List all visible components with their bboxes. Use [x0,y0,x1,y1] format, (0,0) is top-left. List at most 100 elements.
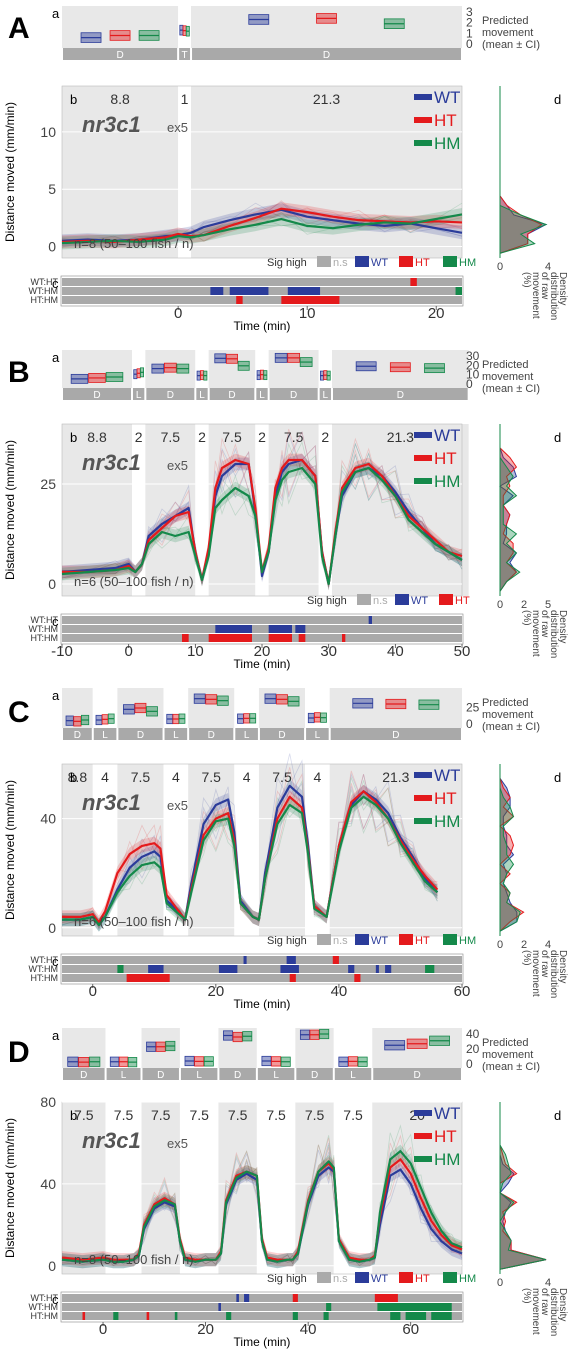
legend-swatch-wt [414,772,432,778]
sig-segment-hm [113,1312,119,1320]
period-label: L [199,390,205,401]
significance-legend: Sig high n.s WT HT [307,594,470,607]
sig-segment-wt [375,965,379,973]
period-background [195,350,209,388]
plot-frame [61,423,463,597]
period-background [92,764,118,936]
legend-label-wt: WT [434,766,460,785]
x-tick-label: 0 [124,643,132,660]
x-tick-label: 10 [299,305,316,322]
comparison-label: HT:HM [31,973,59,983]
density-axis-label: Density [557,950,568,983]
distance-moved-plot: 7.57.57.57.57.57.57.57.52004080bnr3c1ex5… [3,1094,463,1275]
y-tick-label: 0 [48,239,56,255]
period-strip [257,1068,295,1080]
period-strip [319,388,331,400]
pred-y-tick: 40 [466,1027,480,1041]
pred-label-1: Predicted [482,359,528,371]
period-strip [63,48,178,60]
period-strip [189,728,234,740]
period-strip [259,728,305,740]
legend-swatch-wt [414,432,432,438]
sig-segment-hm [326,1303,332,1311]
comparison-row [62,278,462,286]
sig-segment-wt [295,625,306,633]
period-background [372,1028,462,1068]
comparison-label: WT:HT [31,277,59,287]
period-background [332,424,469,596]
line-hm [61,213,463,245]
density-axis-label: movement [530,1288,541,1335]
period-background [191,6,462,48]
period-background [188,764,235,936]
sig-high-label: Sig high [267,1273,307,1285]
period-background [208,350,256,388]
subpanel-label-b: b [70,1108,77,1123]
period-duration: 7.5 [266,1107,286,1123]
subpanel-label-c: c [52,954,59,969]
significance-legend: Sig high n.s WT HT HM [267,1272,476,1285]
period-background [178,86,192,258]
period-strip [63,388,131,400]
period-duration: 2 [198,429,206,445]
period-strip [63,1068,105,1080]
sig-segment-ht [268,634,292,642]
subpanel-label-a: a [52,688,60,703]
period-label: D [80,1070,87,1081]
sig-ns-label: n.s [333,935,348,947]
period-duration: 8.8 [110,91,130,107]
pred-y-tick: 3 [466,5,473,19]
density-tick: 4 [545,1277,551,1289]
period-strip [219,1068,256,1080]
subpanel-label-c: c [52,614,59,629]
sig-segment-hm [405,1312,427,1320]
period-background [208,424,256,596]
density-tick: 5 [545,599,551,611]
legend-label-wt: WT [434,88,460,107]
period-label: D [116,50,123,61]
comparison-row [62,956,462,964]
legend-swatch-ht [414,1133,432,1139]
y-tick-label: 40 [40,811,56,827]
comparison-label: WT:HM [29,286,59,296]
distance-moved-plot: 8.8 1 21.3 0 5 10 b nr3c1 ex5 Distance moved (mm/… [3,85,463,259]
sig-ns-label: n.s [333,1273,348,1285]
period-strip [196,388,208,400]
period-background [62,764,93,936]
density-axis-label: distribution [548,610,559,658]
period-label: D [167,390,174,401]
comparison-row [62,625,462,633]
comparison-label: WT:HT [31,615,59,625]
period-background [329,764,462,936]
comparison-frame [60,1291,464,1323]
period-duration: 7.5 [161,429,181,445]
y-axis-label: Distance moved (mm/min) [3,1118,17,1258]
sig-segment-wt [243,956,247,964]
y-axis-label: Distance moved (mm/min) [3,440,17,580]
period-label: D [93,390,100,401]
comparison-row [62,616,462,624]
sig-segment-wt [286,956,296,964]
period-label: D [323,50,330,61]
x-axis-label: Time (min) [234,997,291,1011]
legend-label-wt: WT [434,426,460,445]
sig-segment-hm [431,1312,452,1320]
period-duration: 7.5 [305,1107,325,1123]
panel-letter: D [8,1036,30,1069]
density-axis-label: distribution [548,950,559,998]
sig-swatch-ht [439,594,453,605]
y-tick-label: 80 [40,1094,56,1110]
exon-label: ex5 [167,798,188,813]
sig-swatch-wt [355,1272,369,1283]
period-duration: 4 [243,769,251,785]
y-tick-label: 0 [48,1258,56,1274]
period-background [268,424,319,596]
legend-label-ht: HT [434,1127,457,1146]
pred-y-tick: 25 [466,700,480,714]
period-label: D [414,1070,421,1081]
period-label: D [278,730,285,741]
period-duration: 21.3 [387,429,414,445]
sig-segment-ht [208,634,252,642]
trace-ht [61,1137,463,1265]
